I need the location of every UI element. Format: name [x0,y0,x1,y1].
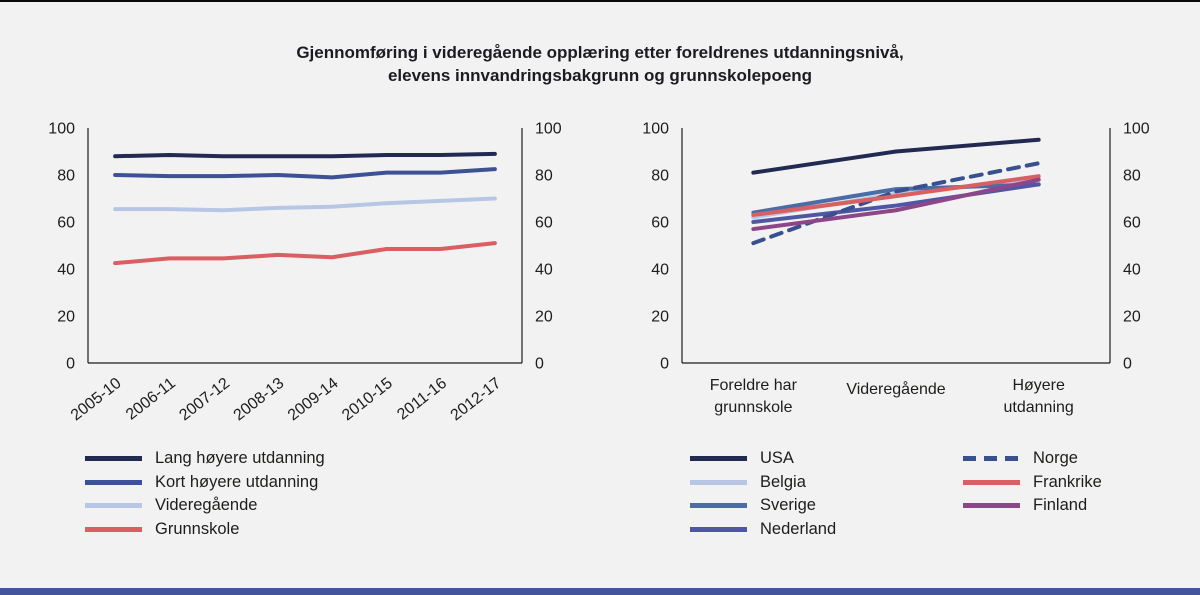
legend-item: Lang høyere utdanning [85,447,325,471]
y-tick-label: 100 [1123,121,1150,138]
series-line [751,182,1041,215]
legend-label: Nederland [760,519,837,538]
y-tick-label: 60 [535,215,553,232]
right-legend-column-1: USA Belgia Sverige Nederland [690,447,836,541]
left-legend: Lang høyere utdanning Kort høyere utdann… [85,447,325,541]
legend-item: USA [690,447,836,471]
legend-swatch [85,456,142,462]
legend-swatch [690,526,747,532]
y-tick-label: 40 [1123,262,1141,279]
series-line [113,241,497,266]
legend-swatch [963,479,1020,485]
legend-swatch [85,479,142,485]
legend-swatch [963,503,1020,509]
legend-item: Frankrike [963,471,1102,495]
x-tick-label: 2007-12 [176,375,233,425]
series-line [113,196,497,213]
legend-item: Sverige [690,494,836,518]
chart-title-line1: Gjennomføring i videregående opplæring e… [296,43,904,62]
x-tick-label: 2011-16 [394,375,450,424]
legend-item: Kort høyere utdanning [85,471,325,495]
legend-swatch-dashed [963,456,1020,462]
x-tick-label: Høyere utdanning [1004,377,1074,416]
y-tick-label: 20 [535,309,553,326]
right-legend-column-2: Norge Frankrike Finland [963,447,1102,518]
y-tick-label: 20 [1123,309,1141,326]
series-line [751,161,1041,246]
legend-item: Videregående [85,494,325,518]
y-tick-label: 60 [1123,215,1141,232]
legend-item: Grunnskole [85,518,325,542]
x-tick-label: Videregående [846,380,945,398]
x-tick-label: 2005-10 [68,375,125,425]
legend-swatch [85,503,142,509]
legend-item: Finland [963,494,1102,518]
y-tick-label: 80 [651,168,669,185]
y-tick-label: 100 [535,121,562,138]
legend-swatch [690,503,747,509]
y-tick-label: 20 [651,309,669,326]
chart-title-line2: elevens innvandringsbakgrunn og grunnsko… [387,66,813,85]
y-tick-label: 0 [66,356,75,373]
x-tick-label: Foreldre har grunnskole [710,377,798,416]
chart-title: Gjennomføring i videregående opplæring e… [0,41,1200,87]
y-tick-label: 40 [535,262,553,279]
bottom-rule [0,588,1200,595]
x-tick-label: 2012-17 [448,375,505,425]
y-tick-label: 80 [535,168,553,185]
legend-item: Nederland [690,518,836,542]
y-tick-label: 40 [651,262,669,279]
legend-label: Kort høyere utdanning [155,472,319,491]
series-line [113,167,497,180]
top-rule [0,0,1200,2]
y-tick-label: 40 [57,262,75,279]
series-line [751,137,1041,175]
y-tick-label: 20 [57,309,75,326]
y-tick-label: 0 [535,356,544,373]
legend-label: Lang høyere utdanning [155,449,325,468]
legend-swatch [690,456,747,462]
legend-label: Sverige [760,496,816,515]
legend-label: Grunnskole [155,519,240,538]
legend-swatch [85,526,142,532]
legend-label: Frankrike [1033,472,1102,491]
x-tick-label: 2010-15 [339,375,396,425]
y-tick-label: 60 [651,215,669,232]
legend-label: USA [760,449,794,468]
y-tick-label: 60 [57,215,75,232]
y-tick-label: 0 [660,356,669,373]
legend-label: Finland [1033,496,1088,515]
legend-label: Videregående [155,496,258,515]
legend-swatch [690,479,747,485]
y-tick-label: 80 [57,168,75,185]
x-tick-label: 2009-14 [285,375,342,425]
x-tick-label: 2008-13 [231,375,288,425]
series-line [751,174,1041,217]
series-line [113,151,497,159]
y-tick-label: 100 [642,121,669,138]
y-tick-label: 0 [1123,356,1132,373]
legend-label: Belgia [760,472,806,491]
y-tick-label: 100 [48,121,75,138]
right-chart: 0 0 20 20 40 40 60 60 80 80 100 100 Foreldre har grun… [642,121,1150,417]
legend-label: Norge [1033,449,1078,468]
x-tick-label: 2006-11 [123,375,179,424]
y-tick-label: 80 [1123,168,1141,185]
legend-item: Norge [963,447,1102,471]
series-line [751,177,1041,232]
legend-item: Belgia [690,471,836,495]
